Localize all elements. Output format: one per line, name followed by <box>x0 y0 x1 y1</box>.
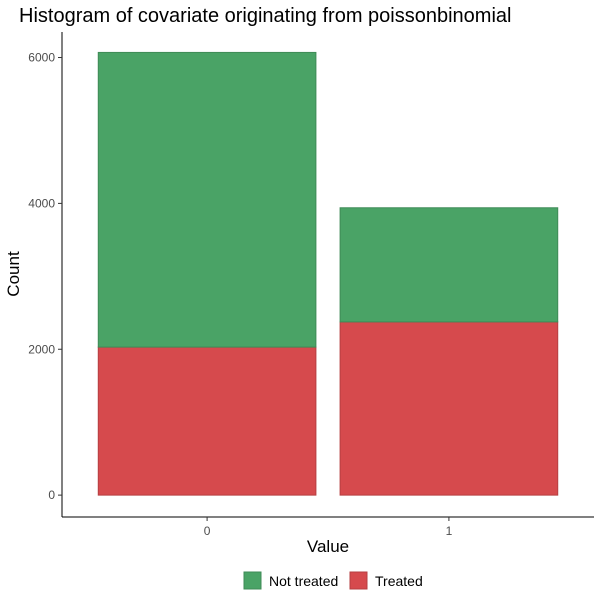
x-axis-title: Value <box>307 537 349 556</box>
bar-not-treated-1 <box>339 207 559 323</box>
bar-treated-0 <box>97 346 317 496</box>
y-tick-label: 0 <box>48 488 55 502</box>
x-tick-label: 0 <box>204 524 211 538</box>
chart-title: Histogram of covariate originating from … <box>19 5 511 27</box>
bar-not-treated-0 <box>97 51 317 348</box>
legend-key-not-treated <box>243 571 262 590</box>
y-tick-label: 6000 <box>28 51 55 65</box>
legend-label-not-treated: Not treated <box>269 573 338 589</box>
y-axis-ticks: 0 2000 4000 6000 <box>28 51 62 502</box>
x-tick-label: 1 <box>446 524 453 538</box>
bar-treated-1 <box>339 321 559 496</box>
legend: Not treated Treated <box>243 571 423 590</box>
y-axis-title: Count <box>4 251 23 297</box>
bars-layer <box>97 51 559 496</box>
legend-key-treated <box>349 571 368 590</box>
y-tick-label: 2000 <box>28 342 55 356</box>
legend-label-treated: Treated <box>375 573 423 589</box>
y-tick-label: 4000 <box>28 196 55 210</box>
